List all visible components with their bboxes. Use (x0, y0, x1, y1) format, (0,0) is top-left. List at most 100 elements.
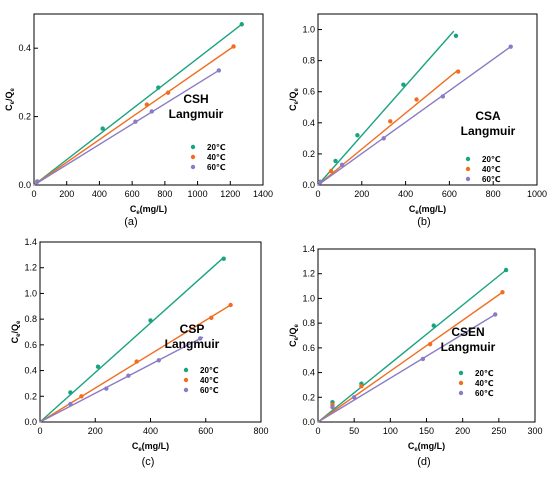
x-tick-label: 200 (354, 189, 369, 199)
data-point (79, 394, 84, 399)
y-axis-label: Ce/Qe (288, 323, 300, 346)
y-tick-label: 0.6 (302, 343, 315, 353)
data-point (508, 44, 513, 49)
fit-line (33, 45, 234, 186)
legend-label: 20℃ (207, 143, 226, 152)
data-point (431, 323, 436, 328)
legend-label: 60℃ (475, 389, 494, 398)
x-tick-label: 400 (92, 189, 107, 199)
y-tick-label: 1.0 (24, 288, 37, 298)
data-point (104, 386, 109, 391)
data-point (503, 267, 509, 273)
data-point (144, 102, 150, 107)
legend-marker (465, 166, 471, 172)
plot-frame (33, 13, 264, 186)
legend-label: 60℃ (482, 175, 501, 184)
legend-marker (458, 390, 464, 396)
y-tick-label: 0.2 (302, 149, 315, 159)
y-tick-label: 0.4 (24, 366, 37, 376)
x-tick-label: 400 (143, 426, 158, 436)
data-point (68, 401, 73, 407)
fit-line (39, 336, 204, 423)
fit-line (317, 46, 512, 186)
y-axis-label: Ce/Qe (4, 87, 16, 110)
y-tick-label: 0.0 (302, 417, 315, 427)
data-point (420, 356, 426, 362)
chart-title: CSH (183, 92, 208, 106)
data-point (317, 179, 323, 185)
y-tick-label: 1.2 (24, 263, 37, 273)
chart-panel: 0 50 100 150 200 250 300 0.0 0.2 0.4 0.6 0.8 1.0 1.2 1… (288, 244, 543, 468)
panel-caption: (b) (417, 216, 430, 228)
x-tick-label: 0 (315, 189, 320, 199)
data-point (388, 119, 393, 124)
chart-subtitle: Langmuir (165, 337, 220, 351)
chart-title: CSA (475, 109, 501, 123)
x-tick-label: 100 (383, 426, 398, 436)
x-axis-label: Ce(mg/L) (408, 441, 445, 453)
x-tick-label: 1000 (527, 189, 547, 199)
data-point (427, 341, 433, 347)
x-axis-label: Ce(mg/L) (132, 441, 169, 453)
legend-marker (190, 144, 196, 150)
legend-label: 40℃ (482, 165, 501, 174)
x-tick-label: 250 (491, 426, 506, 436)
fit-line (33, 23, 243, 186)
data-point (381, 136, 386, 141)
data-point (209, 315, 214, 321)
data-point (156, 85, 161, 90)
fit-line (317, 269, 507, 423)
chart-title: CSEN (451, 325, 484, 339)
data-point (328, 168, 334, 174)
x-tick-label: 1000 (188, 189, 208, 199)
legend-label: 60℃ (200, 386, 219, 395)
legend-label: 20℃ (475, 369, 494, 378)
chart-subtitle: Langmuir (169, 107, 224, 121)
y-tick-label: 0.6 (24, 340, 37, 350)
y-tick-label: 0.4 (302, 368, 315, 378)
data-point (339, 162, 345, 167)
y-tick-label: 0.8 (24, 314, 37, 324)
x-tick-label: 200 (59, 189, 74, 199)
panel-caption: (a) (124, 216, 137, 228)
chart-subtitle: Langmuir (441, 340, 496, 354)
y-axis-label: Ce/Qe (10, 320, 22, 343)
panel-caption: (c) (142, 456, 155, 468)
y-tick-label: 1.4 (302, 244, 315, 254)
y-tick-label: 0.2 (18, 112, 31, 122)
y-tick-label: 0.8 (302, 318, 315, 328)
x-tick-label: 0 (315, 426, 320, 436)
data-point (231, 44, 236, 49)
x-tick-label: 800 (253, 426, 268, 436)
legend-marker (458, 380, 464, 386)
y-tick-label: 1.0 (302, 25, 315, 35)
legend-marker (183, 367, 189, 373)
y-tick-label: 0.4 (18, 43, 31, 53)
data-point (414, 97, 419, 102)
data-point (156, 358, 161, 363)
x-tick-label: 800 (157, 189, 172, 199)
x-tick-label: 1200 (220, 189, 240, 199)
x-axis-label: Ce(mg/L) (409, 204, 446, 216)
data-point (440, 94, 446, 99)
x-tick-label: 50 (349, 426, 359, 436)
data-point (134, 359, 139, 364)
y-tick-label: 0.6 (302, 87, 315, 97)
legend-marker (190, 164, 196, 170)
data-point (221, 256, 226, 261)
data-point (493, 312, 498, 317)
fit-line (317, 291, 503, 423)
legend-label: 40℃ (475, 379, 494, 388)
panel-caption: (d) (417, 456, 430, 468)
data-point (351, 395, 357, 400)
y-tick-label: 0.0 (24, 417, 37, 427)
data-point (100, 126, 105, 131)
x-tick-label: 200 (88, 426, 103, 436)
data-point (401, 82, 406, 87)
x-tick-label: 600 (442, 189, 457, 199)
x-tick-label: 800 (486, 189, 501, 199)
legend-marker (465, 176, 471, 182)
legend-label: 20℃ (482, 155, 501, 164)
data-point (68, 390, 73, 395)
